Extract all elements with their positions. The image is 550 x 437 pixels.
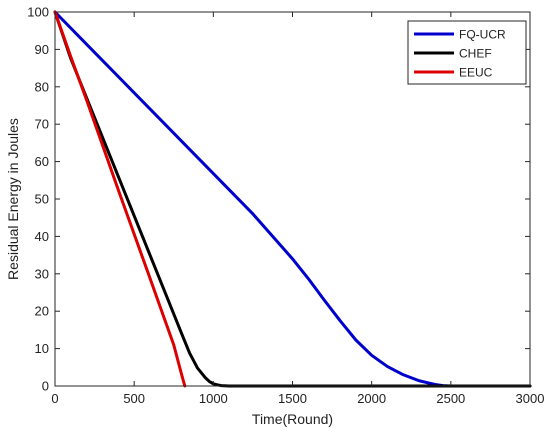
y-tick-label: 50 <box>35 192 49 207</box>
x-tick-label: 3000 <box>516 391 545 406</box>
x-tick-label: 2000 <box>357 391 386 406</box>
y-tick-label: 40 <box>35 229 49 244</box>
x-axis-ticks: 0 500 1000 1500 2000 2500 3000 <box>51 12 544 406</box>
y-tick-label: 20 <box>35 304 49 319</box>
x-tick-label: 0 <box>51 391 58 406</box>
y-axis-label: Residual Energy in Joules <box>5 118 21 280</box>
y-tick-label: 100 <box>27 5 49 20</box>
y-tick-label: 80 <box>35 79 49 94</box>
y-axis-ticks: 0 10 20 30 40 50 60 70 80 90 100 <box>27 5 530 394</box>
plot-lines <box>53 10 532 388</box>
legend: FQ-UCR CHEF EEUC <box>407 20 527 85</box>
y-tick-label: 10 <box>35 341 49 356</box>
y-tick-label: 90 <box>35 42 49 57</box>
legend-label: FQ-UCR <box>459 28 506 42</box>
y-tick-label: 60 <box>35 154 49 169</box>
legend-label: EEUC <box>459 66 493 80</box>
series-line-eeuc <box>53 10 187 388</box>
x-tick-label: 1500 <box>278 391 307 406</box>
x-tick-label: 1000 <box>199 391 228 406</box>
x-axis-label: Time(Round) <box>252 411 333 427</box>
series-line-chef <box>53 10 532 388</box>
x-tick-label: 2500 <box>436 391 465 406</box>
legend-label: CHEF <box>459 47 492 61</box>
y-tick-label: 30 <box>35 266 49 281</box>
x-tick-label: 500 <box>123 391 145 406</box>
y-tick-label: 0 <box>42 379 49 394</box>
y-tick-label: 70 <box>35 117 49 132</box>
